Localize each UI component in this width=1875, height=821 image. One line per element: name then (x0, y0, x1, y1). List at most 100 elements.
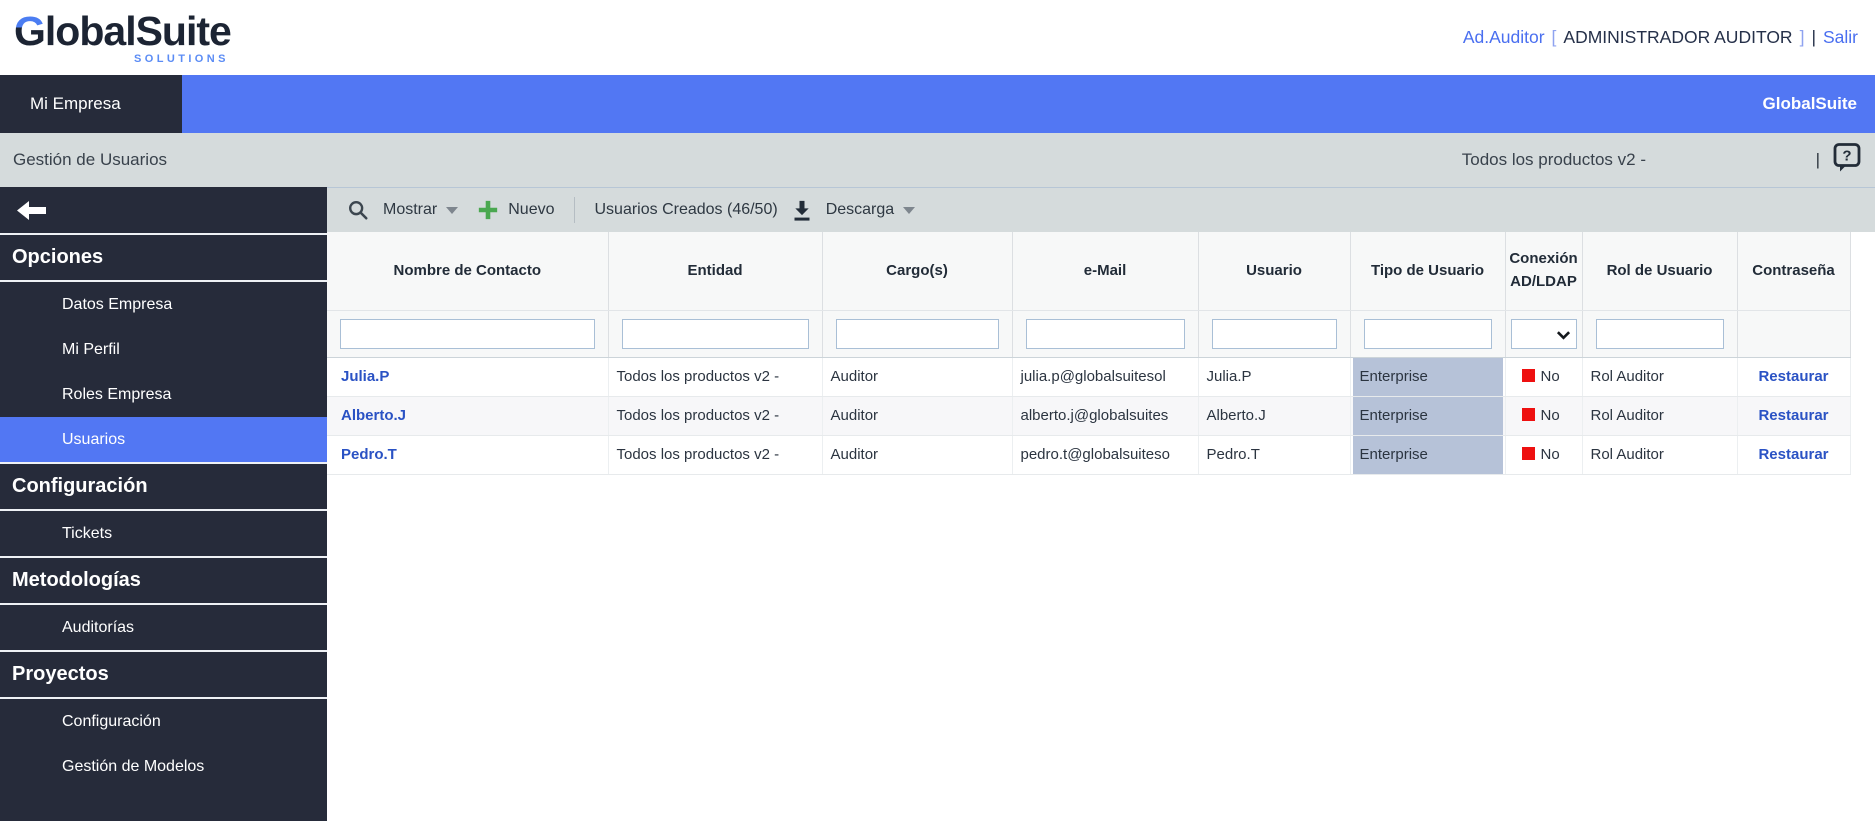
globalsuite-logo: GlobalSuite SOLUTIONS (14, 7, 232, 65)
col-header-nombre-de-contacto[interactable]: Nombre de Contacto (327, 232, 609, 311)
col-header-tipo-de-usuario[interactable]: Tipo de Usuario (1350, 232, 1506, 311)
user-role-label: ADMINISTRADOR AUDITOR (1563, 27, 1793, 47)
show-dropdown-button[interactable]: Mostrar (383, 201, 438, 218)
cargo-cell: Auditor (822, 357, 1013, 397)
cargo-cell: Auditor (822, 435, 1013, 475)
sidebar-item-auditorias[interactable]: Auditorías (62, 618, 135, 636)
download-icon[interactable] (792, 199, 812, 222)
logo-rest: lobalSuite (44, 7, 232, 54)
filter-input-cargo[interactable] (835, 318, 999, 349)
restore-password-link[interactable]: Restaurar (1758, 368, 1829, 385)
sidebar-group-opciones: Datos Empresa Mi Perfil Roles Empresa Us… (0, 282, 327, 464)
sidebar-group-proyectos: Configuración Gestión de Modelos (0, 699, 327, 789)
logo-subtitle: SOLUTIONS (134, 52, 229, 65)
session-divider: | (1811, 27, 1816, 47)
entity-cell: Todos los productos v2 - (608, 435, 823, 475)
navbar-brand-label: GlobalSuite (1762, 94, 1857, 113)
cargo-cell: Auditor (822, 396, 1013, 436)
filter-input-type[interactable] (1363, 318, 1492, 349)
sidebar-group-metodologias: Auditorías (0, 605, 327, 652)
sidebar-item-usuarios[interactable]: Usuarios (0, 417, 327, 462)
role-cell: Rol Auditor (1582, 396, 1738, 436)
email-cell: pedro.t@globalsuiteso (1012, 435, 1199, 475)
filter-input-role[interactable] (1595, 318, 1724, 349)
table-header-row: Nombre de Contacto Entidad Cargo(s) e-Ma… (327, 232, 1851, 311)
sidebar-item-gestion-de-modelos[interactable]: Gestión de Modelos (62, 757, 205, 775)
col-header-entidad[interactable]: Entidad (608, 232, 823, 311)
user-name-link[interactable]: Ad.Auditor (1462, 27, 1545, 47)
contact-link[interactable]: Julia.P (341, 368, 390, 385)
role-bracket-close: ] (1799, 27, 1805, 47)
col-header-usuario[interactable]: Usuario (1198, 232, 1351, 311)
tab-mi-empresa[interactable]: Mi Empresa (0, 75, 182, 133)
user-type-badge: Enterprise (1352, 396, 1503, 434)
chevron-down-icon[interactable] (446, 206, 459, 214)
sidebar-section-proyectos[interactable]: Proyectos (0, 652, 327, 699)
help-button[interactable]: ? (1833, 143, 1861, 178)
user-type-badge: Enterprise (1352, 435, 1503, 473)
entity-cell: Todos los productos v2 - (608, 396, 823, 436)
help-bubble-icon: ? (1833, 143, 1861, 172)
chevron-down-icon[interactable] (903, 206, 916, 214)
adldap-status-icon (1521, 369, 1535, 382)
col-header-email[interactable]: e-Mail (1012, 232, 1199, 311)
sidebar-item-configuracion-proyectos[interactable]: Configuración (62, 712, 161, 730)
user-cell: Julia.P (1198, 357, 1351, 397)
user-session-area: Ad.Auditor [ ADMINISTRADOR AUDITOR ] | S… (1463, 27, 1858, 48)
filter-input-contact[interactable] (340, 318, 595, 349)
download-dropdown-button[interactable]: Descarga (825, 201, 895, 218)
sidebar-section-configuracion[interactable]: Configuración (0, 464, 327, 511)
sidebar-item-mi-perfil[interactable]: Mi Perfil (62, 340, 120, 358)
table-toolbar: Mostrar Nuevo Usuarios Creados (46/50) D… (327, 187, 1875, 232)
logout-link[interactable]: Salir (1822, 27, 1858, 47)
filter-input-entity[interactable] (621, 318, 809, 349)
top-header: GlobalSuite SOLUTIONS Ad.Auditor [ ADMIN… (0, 0, 1875, 75)
plus-icon[interactable] (477, 199, 499, 221)
page-bar: Gestión de Usuarios Todos los productos … (0, 133, 1875, 187)
sidebar-item-roles-empresa[interactable]: Roles Empresa (62, 385, 172, 403)
pagebar-divider: | (1815, 150, 1820, 169)
sidebar-group-configuracion: Tickets (0, 511, 327, 558)
role-bracket-open: [ (1551, 27, 1557, 47)
adldap-status-label: No (1540, 446, 1560, 463)
restore-password-link[interactable]: Restaurar (1758, 407, 1829, 424)
sidebar-item-datos-empresa[interactable]: Datos Empresa (62, 295, 173, 313)
adldap-status-icon (1521, 408, 1535, 421)
filter-input-user[interactable] (1211, 318, 1337, 349)
page-title: Gestión de Usuarios (13, 150, 168, 169)
contact-link[interactable]: Alberto.J (341, 407, 407, 424)
logo-g-letter: G (14, 7, 46, 54)
table-row: Alberto.J Todos los productos v2 - Audit… (327, 396, 1851, 436)
user-cell: Alberto.J (1198, 396, 1351, 436)
search-icon[interactable] (347, 199, 369, 221)
adldap-status-icon (1521, 447, 1535, 460)
sidebar: Opciones Datos Empresa Mi Perfil Roles E… (0, 187, 327, 821)
col-header-contrasena[interactable]: Contraseña (1737, 232, 1851, 311)
col-header-rol-de-usuario[interactable]: Rol de Usuario (1582, 232, 1738, 311)
sidebar-section-metodologias[interactable]: Metodologías (0, 558, 327, 605)
restore-password-link[interactable]: Restaurar (1758, 446, 1829, 463)
sidebar-section-opciones[interactable]: Opciones (0, 235, 327, 282)
adldap-status-label: No (1540, 407, 1560, 424)
entity-cell: Todos los productos v2 - (608, 357, 823, 397)
email-cell: julia.p@globalsuitesol (1012, 357, 1199, 397)
back-arrow-icon (17, 200, 46, 220)
users-table: Nombre de Contacto Entidad Cargo(s) e-Ma… (327, 232, 1851, 475)
table-filter-row (327, 310, 1851, 358)
col-header-cargos[interactable]: Cargo(s) (822, 232, 1013, 311)
new-button[interactable]: Nuevo (508, 201, 555, 218)
content-area: Mostrar Nuevo Usuarios Creados (46/50) D… (327, 187, 1875, 821)
filter-select-adldap[interactable] (1511, 319, 1576, 348)
table-row: Pedro.T Todos los productos v2 - Auditor… (327, 435, 1851, 475)
product-context-label: Todos los productos v2 - (1461, 150, 1646, 169)
table-row: Julia.P Todos los productos v2 - Auditor… (327, 357, 1851, 397)
contact-link[interactable]: Pedro.T (341, 446, 397, 463)
sidebar-collapse-button[interactable] (0, 187, 327, 235)
filter-input-email[interactable] (1025, 318, 1185, 349)
primary-navbar: Mi Empresa GlobalSuite (0, 75, 1875, 133)
users-created-counter: Usuarios Creados (46/50) (594, 201, 778, 218)
role-cell: Rol Auditor (1582, 357, 1738, 397)
col-header-conexion-adldap[interactable]: Conexión AD/LDAP (1505, 232, 1583, 311)
sidebar-item-tickets[interactable]: Tickets (62, 524, 113, 542)
